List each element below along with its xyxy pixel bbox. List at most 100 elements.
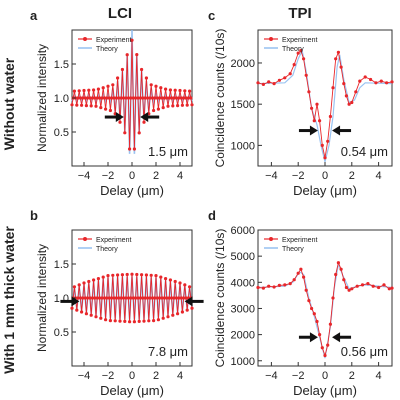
experiment-point <box>323 156 327 160</box>
legend-theory-label: Theory <box>96 46 118 53</box>
experiment-point <box>108 108 112 113</box>
experiment-point <box>114 296 118 300</box>
experiment-point <box>149 273 153 277</box>
arrow-head <box>332 332 341 343</box>
x-axis-label: Delay (μm) <box>293 183 357 198</box>
experiment-point <box>142 120 146 124</box>
experiment-point <box>360 283 365 287</box>
experiment-point <box>339 65 343 69</box>
experiment-point <box>81 96 85 100</box>
experiment-point <box>154 84 158 88</box>
experiment-series-line <box>257 261 393 358</box>
experiment-point <box>93 296 97 300</box>
x-tick-label: −2 <box>292 170 305 182</box>
experiment-point <box>328 322 332 326</box>
experiment-point <box>122 296 126 300</box>
experiment-point <box>78 296 82 300</box>
experiment-point <box>307 299 311 303</box>
x-axis-label: Delay (μm) <box>100 383 164 398</box>
y-axis-label: Normalized intensity <box>35 44 49 152</box>
x-tick-label: −4 <box>265 170 278 182</box>
experiment-point <box>186 96 190 100</box>
experiment-point <box>161 106 165 110</box>
experiment-point <box>171 104 175 108</box>
experiment-point <box>93 96 97 100</box>
experiment-point <box>131 296 135 300</box>
experiment-point <box>366 282 370 286</box>
x-tick-label: −4 <box>78 370 91 382</box>
x-tick-label: −2 <box>102 370 115 382</box>
experiment-point <box>130 38 134 42</box>
experiment-point <box>162 296 166 300</box>
experiment-point <box>100 96 104 100</box>
x-tick-label: 2 <box>349 170 355 182</box>
experiment-point <box>149 83 153 87</box>
experiment-point <box>334 272 338 277</box>
experiment-point <box>382 283 386 287</box>
experiment-point <box>90 96 94 100</box>
experiment-point <box>167 96 171 100</box>
arrow-head <box>309 332 318 343</box>
experiment-point <box>101 86 105 90</box>
experiment-point <box>132 320 136 324</box>
experiment-point <box>123 131 127 135</box>
experiment-point <box>154 274 158 278</box>
experiment-point <box>277 283 281 287</box>
experiment-point <box>84 312 88 316</box>
x-tick-label: 0 <box>322 170 328 182</box>
experiment-point <box>161 316 165 320</box>
experiment-point <box>179 296 183 300</box>
experiment-point <box>113 319 117 323</box>
experiment-point <box>135 272 139 277</box>
experiment-point <box>88 296 92 300</box>
experiment-point <box>318 119 322 123</box>
experiment-point <box>99 316 103 320</box>
experiment-point <box>117 96 121 100</box>
y-tick-label: 5000 <box>231 251 255 263</box>
experiment-point <box>110 296 114 300</box>
x-tick-label: 0 <box>129 170 135 182</box>
experiment-point <box>323 353 327 358</box>
experiment-point <box>310 306 314 311</box>
experiment-point <box>170 296 174 300</box>
experiment-point <box>177 96 181 100</box>
experiment-point <box>105 296 109 300</box>
experiment-point <box>152 319 156 323</box>
experiment-point <box>176 312 180 316</box>
experiment-point <box>152 108 156 113</box>
experiment-point <box>98 296 102 300</box>
experiment-point <box>183 89 187 93</box>
experiment-point <box>170 96 174 100</box>
experiment-point <box>339 267 343 271</box>
experiment-point <box>328 114 332 119</box>
experiment-point <box>70 103 74 107</box>
y-tick-label: 0.5 <box>54 327 69 339</box>
experiment-point <box>94 104 98 108</box>
experiment-point <box>160 96 164 100</box>
legend-theory-label: Theory <box>282 46 304 53</box>
experiment-point <box>138 96 142 100</box>
experiment-point <box>165 296 169 300</box>
arrow-left <box>60 296 80 307</box>
experiment-point <box>256 81 260 85</box>
experiment-point <box>358 79 362 83</box>
experiment-point <box>119 96 123 100</box>
experiment-point <box>172 96 176 100</box>
experiment-point <box>106 274 110 278</box>
x-tick-label: 2 <box>349 370 355 382</box>
experiment-point <box>184 96 188 100</box>
experiment-point <box>150 96 154 100</box>
x-tick-label: 0 <box>322 370 328 382</box>
experiment-point <box>369 77 373 82</box>
experiment-point <box>166 315 170 319</box>
experiment-point <box>87 279 91 284</box>
experiment-point <box>112 296 116 300</box>
experiment-point <box>118 319 122 323</box>
experiment-point <box>77 283 81 287</box>
y-tick-label: 6000 <box>231 225 255 237</box>
experiment-point <box>104 107 108 111</box>
experiment-point <box>116 273 120 277</box>
experiment-point <box>134 96 138 100</box>
experiment-point <box>283 76 287 80</box>
